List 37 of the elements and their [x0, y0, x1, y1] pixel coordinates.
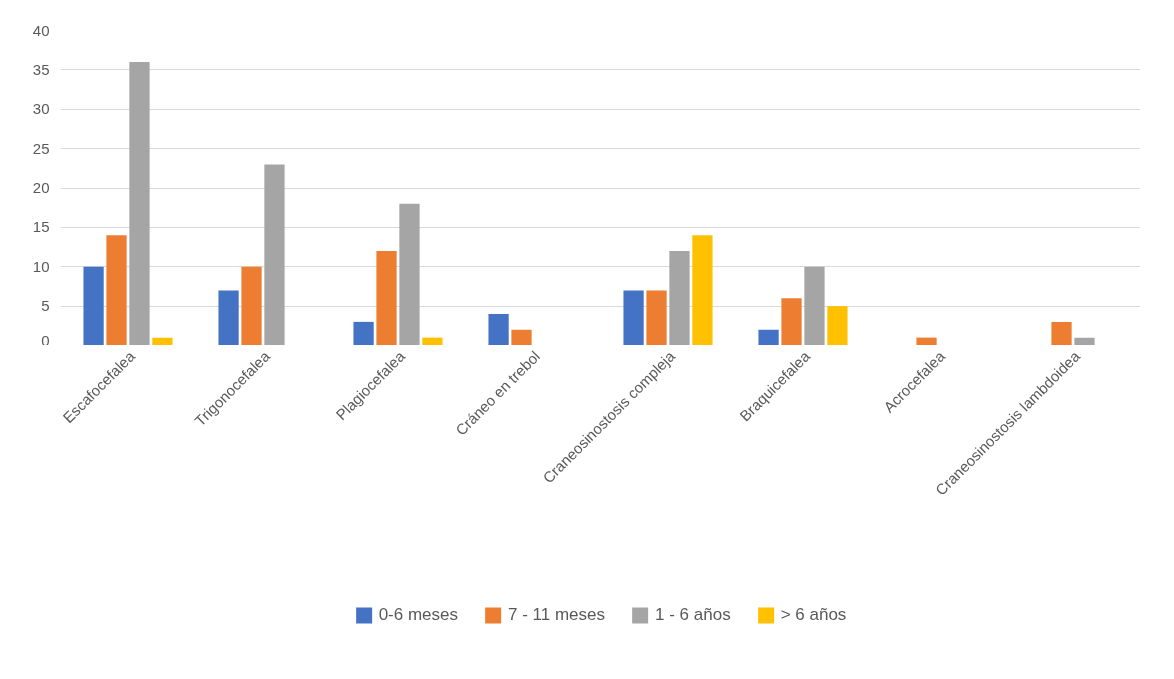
bar [1074, 337, 1095, 345]
bar [106, 235, 127, 345]
bar [264, 164, 285, 345]
bar [758, 329, 779, 345]
bar [353, 321, 374, 345]
y-tick-label: 25 [32, 139, 50, 157]
bar [804, 266, 825, 345]
y-tick-label: 0 [41, 331, 50, 349]
bar [623, 290, 644, 345]
bar [1051, 321, 1072, 345]
legend-label: > 6 años [780, 605, 847, 625]
bar [218, 290, 239, 345]
y-tick-label: 15 [32, 218, 50, 236]
y-tick-label: 20 [32, 179, 50, 196]
bar [376, 251, 397, 345]
bar [422, 337, 443, 345]
bar [916, 337, 937, 345]
legend-label: 7 - 11 meses [508, 605, 606, 625]
legend-label: 1 - 6 años [655, 605, 731, 625]
bar [692, 235, 713, 345]
y-tick-label: 5 [41, 297, 50, 315]
y-tick-label: 40 [32, 21, 50, 39]
legend-label: 0-6 meses [378, 605, 459, 625]
bar [646, 290, 667, 345]
y-tick-label: 35 [32, 60, 50, 78]
bar [511, 329, 532, 345]
bar [488, 314, 509, 345]
bar [827, 306, 848, 345]
bar [129, 62, 150, 345]
y-tick-label: 10 [32, 257, 50, 275]
bar [241, 266, 262, 345]
bar [399, 203, 420, 345]
bar [669, 251, 690, 345]
bar [83, 266, 104, 345]
bar [781, 298, 802, 345]
bar [152, 337, 173, 345]
y-tick-label: 30 [32, 100, 50, 118]
